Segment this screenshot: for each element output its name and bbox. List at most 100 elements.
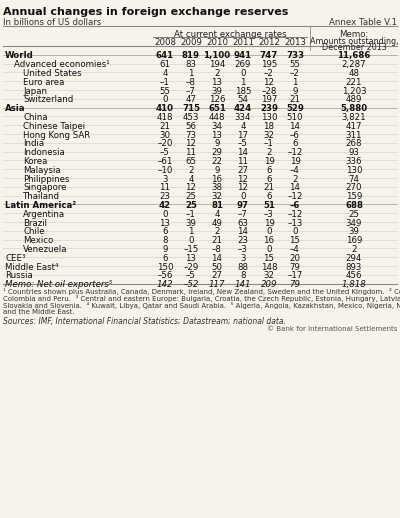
Text: 55: 55 bbox=[290, 60, 300, 69]
Text: Memo:: Memo: bbox=[339, 30, 369, 39]
Text: –1: –1 bbox=[186, 210, 196, 219]
Text: 93: 93 bbox=[348, 148, 360, 157]
Text: December 2013: December 2013 bbox=[322, 43, 386, 52]
Text: 269: 269 bbox=[235, 60, 251, 69]
Text: –12: –12 bbox=[287, 192, 303, 201]
Text: Mexico: Mexico bbox=[23, 236, 53, 245]
Text: 893: 893 bbox=[346, 263, 362, 271]
Text: –52: –52 bbox=[183, 280, 199, 289]
Text: Switzerland: Switzerland bbox=[23, 95, 73, 105]
Text: 2: 2 bbox=[188, 166, 194, 175]
Text: 13: 13 bbox=[160, 219, 170, 227]
Text: 456: 456 bbox=[346, 271, 362, 280]
Text: At current exchange rates: At current exchange rates bbox=[174, 30, 286, 39]
Text: 0: 0 bbox=[266, 227, 272, 236]
Text: Venezuela: Venezuela bbox=[23, 245, 68, 254]
Text: –10: –10 bbox=[157, 166, 173, 175]
Text: Hong Kong SAR: Hong Kong SAR bbox=[23, 131, 90, 139]
Text: 529: 529 bbox=[286, 104, 304, 113]
Text: 4: 4 bbox=[188, 175, 194, 183]
Text: Memo: Net oil exporters⁵: Memo: Net oil exporters⁵ bbox=[5, 280, 112, 289]
Text: 21: 21 bbox=[160, 122, 170, 131]
Text: 65: 65 bbox=[186, 157, 196, 166]
Text: 2010: 2010 bbox=[206, 38, 228, 47]
Text: 2: 2 bbox=[351, 245, 357, 254]
Text: –3: –3 bbox=[264, 210, 274, 219]
Text: –13: –13 bbox=[287, 219, 303, 227]
Text: 4: 4 bbox=[162, 69, 168, 78]
Text: 12: 12 bbox=[186, 183, 196, 192]
Text: 51: 51 bbox=[263, 201, 275, 210]
Text: 55: 55 bbox=[160, 87, 170, 96]
Text: 268: 268 bbox=[346, 139, 362, 148]
Text: 2011: 2011 bbox=[232, 38, 254, 47]
Text: 311: 311 bbox=[346, 131, 362, 139]
Text: 88: 88 bbox=[238, 263, 248, 271]
Text: 48: 48 bbox=[348, 69, 360, 78]
Text: Thailand: Thailand bbox=[23, 192, 60, 201]
Text: 61: 61 bbox=[160, 60, 170, 69]
Text: 9: 9 bbox=[292, 87, 298, 96]
Text: 12: 12 bbox=[238, 175, 248, 183]
Text: 0: 0 bbox=[266, 245, 272, 254]
Text: 2012: 2012 bbox=[258, 38, 280, 47]
Text: 3: 3 bbox=[240, 254, 246, 263]
Text: 141: 141 bbox=[235, 280, 251, 289]
Text: 6: 6 bbox=[162, 254, 168, 263]
Text: 22: 22 bbox=[212, 157, 222, 166]
Text: 21: 21 bbox=[264, 183, 274, 192]
Text: 12: 12 bbox=[264, 78, 274, 87]
Text: 29: 29 bbox=[212, 148, 222, 157]
Text: 294: 294 bbox=[346, 254, 362, 263]
Text: 169: 169 bbox=[346, 236, 362, 245]
Text: –6: –6 bbox=[290, 201, 300, 210]
Text: 9: 9 bbox=[162, 245, 168, 254]
Text: Argentina: Argentina bbox=[23, 210, 65, 219]
Text: –12: –12 bbox=[287, 210, 303, 219]
Text: 417: 417 bbox=[346, 122, 362, 131]
Text: 49: 49 bbox=[212, 219, 222, 227]
Text: 117: 117 bbox=[209, 280, 225, 289]
Text: 819: 819 bbox=[182, 51, 200, 61]
Text: 14: 14 bbox=[212, 254, 222, 263]
Text: –17: –17 bbox=[287, 271, 303, 280]
Text: 79: 79 bbox=[290, 263, 300, 271]
Text: 19: 19 bbox=[290, 157, 300, 166]
Text: 81: 81 bbox=[211, 201, 223, 210]
Text: Middle East⁴: Middle East⁴ bbox=[5, 263, 58, 271]
Text: 209: 209 bbox=[261, 280, 277, 289]
Text: 4: 4 bbox=[214, 210, 220, 219]
Text: 73: 73 bbox=[186, 131, 196, 139]
Text: 2009: 2009 bbox=[180, 38, 202, 47]
Text: 32: 32 bbox=[264, 271, 274, 280]
Text: 23: 23 bbox=[238, 236, 248, 245]
Text: 39: 39 bbox=[212, 87, 222, 96]
Text: 2: 2 bbox=[292, 175, 298, 183]
Text: 1,100: 1,100 bbox=[204, 51, 230, 61]
Text: 1: 1 bbox=[292, 78, 298, 87]
Text: 32: 32 bbox=[264, 131, 274, 139]
Text: 6: 6 bbox=[266, 166, 272, 175]
Text: Malaysia: Malaysia bbox=[23, 166, 61, 175]
Text: 14: 14 bbox=[290, 122, 300, 131]
Text: –8: –8 bbox=[212, 245, 222, 254]
Text: 6: 6 bbox=[292, 139, 298, 148]
Text: 6: 6 bbox=[162, 227, 168, 236]
Text: 9: 9 bbox=[214, 139, 220, 148]
Text: 19: 19 bbox=[264, 219, 274, 227]
Text: China: China bbox=[23, 113, 48, 122]
Text: 130: 130 bbox=[346, 166, 362, 175]
Text: 270: 270 bbox=[346, 183, 362, 192]
Text: 38: 38 bbox=[212, 183, 222, 192]
Text: 3: 3 bbox=[162, 175, 168, 183]
Text: Brazil: Brazil bbox=[23, 219, 47, 227]
Text: 23: 23 bbox=[160, 192, 170, 201]
Text: –61: –61 bbox=[157, 157, 173, 166]
Text: 19: 19 bbox=[264, 157, 274, 166]
Text: 16: 16 bbox=[212, 175, 222, 183]
Text: –7: –7 bbox=[238, 210, 248, 219]
Text: 4: 4 bbox=[240, 122, 246, 131]
Text: Asia: Asia bbox=[5, 104, 26, 113]
Text: 39: 39 bbox=[348, 227, 360, 236]
Text: Slovakia and Slovenia.  ⁴ Kuwait, Libya, Qatar and Saudi Arabia.  ⁵ Algeria, Ang: Slovakia and Slovenia. ⁴ Kuwait, Libya, … bbox=[3, 301, 400, 309]
